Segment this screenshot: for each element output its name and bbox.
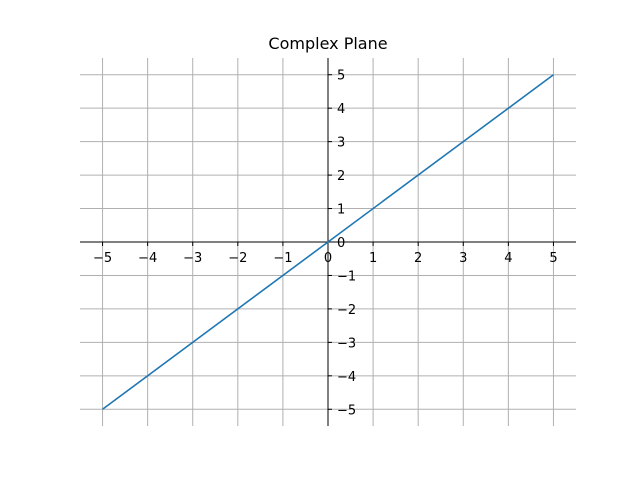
x-tick-label: −4 [138, 251, 157, 266]
x-tick-label: −1 [273, 251, 292, 266]
x-tick-label: 4 [504, 251, 512, 266]
x-tick-label: 5 [549, 251, 557, 266]
chart-title: Complex Plane [268, 34, 387, 53]
y-tick-label: 5 [337, 69, 345, 84]
x-tick-label: 1 [369, 251, 377, 266]
x-tick-label: 2 [414, 251, 422, 266]
y-tick-label: 2 [337, 169, 345, 184]
y-tick-label: 3 [337, 136, 345, 151]
x-tick-label: 3 [459, 251, 467, 266]
y-tick-label: 0 [337, 236, 345, 251]
x-tick-label: 0 [324, 251, 332, 266]
y-tick-label: −5 [337, 403, 356, 418]
x-tick-label: −2 [228, 251, 247, 266]
ticks: −5 −4 −3 −2 −1 0 1 2 3 4 5 −5 −4 −3 −2 −1 0 1 2 3 4 5 [93, 69, 558, 419]
y-tick-label: 4 [337, 102, 345, 117]
x-tick-label: −3 [183, 251, 202, 266]
y-tick-label: 1 [337, 203, 345, 218]
y-tick-label: −2 [337, 303, 356, 318]
y-tick-label: −1 [337, 269, 356, 284]
y-tick-label: −4 [337, 370, 356, 385]
y-tick-label: −3 [337, 336, 356, 351]
x-tick-label: −5 [93, 251, 112, 266]
series-layer [102, 74, 554, 410]
series-line [102, 74, 554, 410]
